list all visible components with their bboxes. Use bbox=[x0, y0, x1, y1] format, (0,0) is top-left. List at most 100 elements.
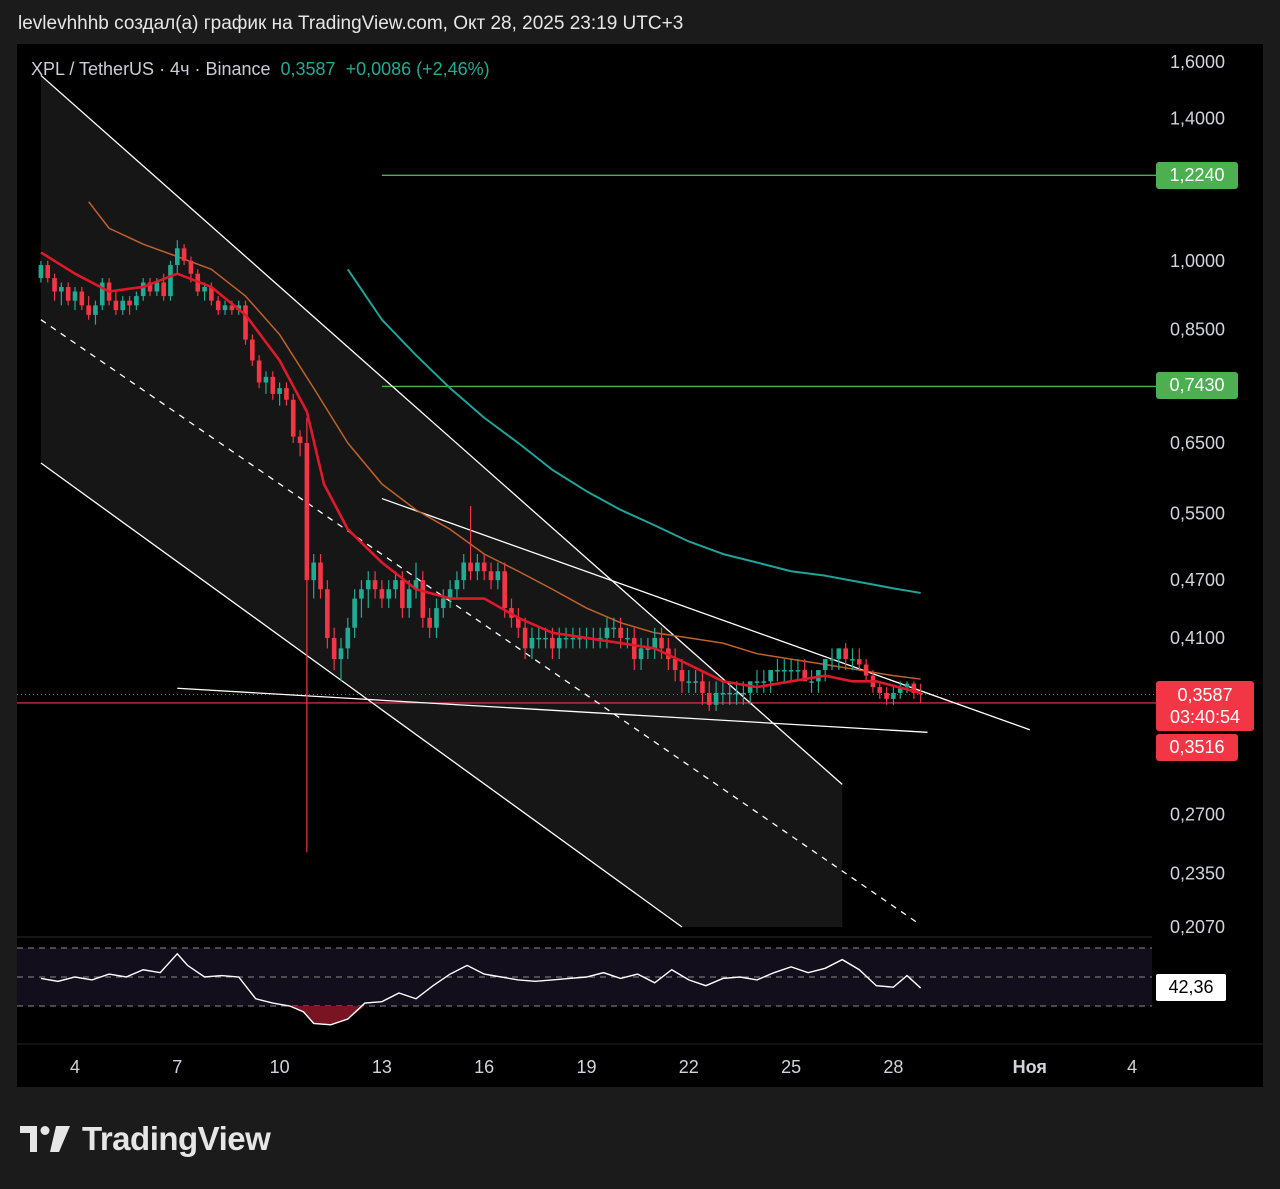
time-axis-label: 10 bbox=[270, 1057, 290, 1077]
candle-body bbox=[127, 300, 132, 306]
last-price: 0,3587 bbox=[280, 59, 336, 79]
candle-body bbox=[727, 692, 733, 695]
candle-body bbox=[775, 670, 780, 672]
candle-body bbox=[461, 562, 467, 581]
candle-body bbox=[209, 286, 214, 301]
price-axis-label: 0,2350 bbox=[1170, 863, 1225, 883]
candle-body bbox=[454, 580, 460, 590]
candle-body bbox=[884, 692, 889, 699]
candle-body bbox=[86, 305, 91, 315]
candle-body bbox=[379, 589, 385, 599]
candle-body bbox=[188, 260, 194, 274]
tradingview-logo-icon bbox=[20, 1126, 70, 1152]
price-axis-label: 0,6500 bbox=[1170, 433, 1225, 453]
candle-body bbox=[468, 562, 473, 572]
candle-body bbox=[120, 300, 126, 311]
candle-body bbox=[911, 683, 917, 693]
channel-shading bbox=[40, 75, 843, 927]
candle-body bbox=[79, 291, 85, 306]
candle-body bbox=[529, 637, 535, 649]
price-chart[interactable]: 1,6000 1,4000 1,0000 0,8500 0,6500 0,5500 0,47… bbox=[17, 44, 1263, 1087]
horizontal-line-tag[interactable]: 0,3516 bbox=[1156, 734, 1238, 761]
candle-body bbox=[304, 443, 310, 581]
candle-body bbox=[359, 589, 364, 599]
candle-body bbox=[659, 637, 664, 649]
candle-body bbox=[297, 436, 303, 444]
candle-body bbox=[93, 305, 98, 315]
candle-body bbox=[700, 681, 705, 693]
symbol-legend[interactable]: XPL / TetherUS · 4ч · Binance 0,3587 +0,00… bbox=[31, 59, 490, 80]
candle-body bbox=[891, 692, 896, 699]
candle-body bbox=[713, 692, 719, 705]
candle-body bbox=[645, 648, 651, 650]
candle-body bbox=[918, 692, 923, 695]
candle-body bbox=[175, 248, 180, 266]
ema-mid-line bbox=[88, 201, 921, 680]
candle-body bbox=[38, 265, 44, 279]
ema-fast-line bbox=[40, 251, 922, 695]
candle-body bbox=[386, 589, 392, 599]
candle-body bbox=[734, 692, 739, 695]
level-tag-2[interactable]: 0,7430 bbox=[1156, 372, 1238, 399]
candle-body bbox=[672, 659, 678, 671]
current-price-tag[interactable]: 0,3587 03:40:54 bbox=[1156, 681, 1254, 731]
level-tag-1[interactable]: 1,2240 bbox=[1156, 162, 1238, 189]
candle-body bbox=[447, 589, 453, 599]
candle-body bbox=[768, 670, 773, 682]
candle-body bbox=[318, 562, 323, 590]
candle-body bbox=[202, 286, 207, 292]
price-axis-label: 0,2700 bbox=[1170, 805, 1225, 825]
time-axis-label: 4 bbox=[70, 1057, 80, 1077]
candle-body bbox=[140, 282, 146, 297]
trend-line bbox=[40, 319, 922, 926]
candle-body bbox=[754, 681, 760, 683]
candle-body bbox=[850, 659, 855, 661]
candle-body bbox=[222, 305, 228, 311]
candle-body bbox=[502, 571, 507, 609]
candle-body bbox=[134, 296, 139, 306]
candle-body bbox=[570, 637, 576, 640]
price-axis-label: 0,2070 bbox=[1170, 917, 1225, 937]
time-axis-label: 22 bbox=[679, 1057, 699, 1077]
candle-body bbox=[99, 282, 105, 306]
candle-body bbox=[331, 637, 337, 660]
candle-body bbox=[338, 648, 344, 660]
candle-body bbox=[168, 265, 173, 297]
tradingview-logo[interactable]: TradingView bbox=[20, 1120, 271, 1158]
candle-body bbox=[406, 589, 412, 609]
candle-body bbox=[113, 300, 119, 311]
time-axis-label: 7 bbox=[172, 1057, 182, 1077]
candle-body bbox=[400, 580, 405, 609]
rsi-value-tag[interactable]: 42,36 bbox=[1156, 974, 1226, 1001]
candle-body bbox=[693, 681, 698, 683]
rsi-line bbox=[40, 952, 922, 1026]
candle-body bbox=[741, 692, 746, 695]
candle-body bbox=[440, 598, 446, 609]
candle-body bbox=[270, 376, 276, 394]
candle-body bbox=[481, 562, 487, 572]
candle-body bbox=[761, 681, 767, 683]
current-price-value: 0,3587 bbox=[1177, 685, 1233, 705]
candle-body bbox=[147, 282, 153, 292]
candle-body bbox=[536, 637, 542, 640]
trend-line bbox=[177, 687, 928, 733]
candle-body bbox=[325, 589, 330, 638]
candle-body bbox=[434, 608, 439, 628]
candle-body bbox=[631, 637, 637, 660]
candle-body bbox=[215, 300, 221, 311]
candle-body bbox=[290, 399, 296, 437]
ema-slow-line bbox=[346, 268, 921, 594]
candle-body bbox=[604, 627, 610, 638]
candle-body bbox=[52, 278, 57, 292]
candle-body bbox=[45, 265, 51, 279]
candle-body bbox=[256, 360, 262, 383]
candle-body bbox=[243, 305, 248, 340]
candle-body bbox=[522, 627, 528, 649]
trend-line bbox=[381, 497, 1031, 731]
candle-body bbox=[563, 637, 569, 640]
chart-frame[interactable]: 1,6000 1,4000 1,0000 0,8500 0,6500 0,5500 0,47… bbox=[17, 44, 1263, 1087]
price-axis-label: 0,4700 bbox=[1170, 570, 1225, 590]
time-axis-label: 13 bbox=[372, 1057, 392, 1077]
candle-body bbox=[263, 376, 269, 383]
candle-body bbox=[720, 692, 726, 695]
